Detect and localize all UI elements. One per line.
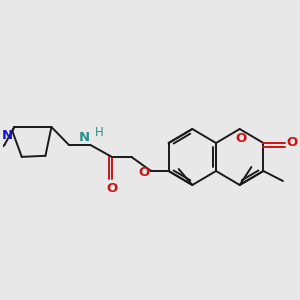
Text: O: O: [235, 132, 246, 145]
Text: O: O: [287, 136, 298, 149]
Text: H: H: [94, 126, 103, 139]
Text: O: O: [106, 182, 118, 195]
Text: O: O: [139, 166, 150, 178]
Text: N: N: [78, 131, 89, 144]
Text: N: N: [2, 129, 13, 142]
